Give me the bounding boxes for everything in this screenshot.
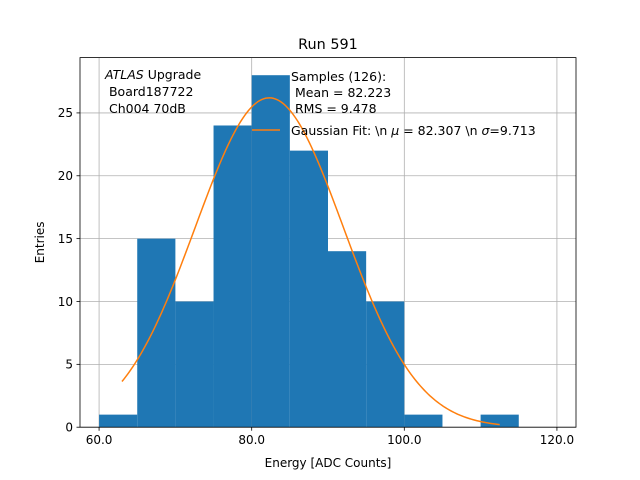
y-axis-ticks: 0 5 10 15 20 25 [58, 106, 80, 435]
histogram-bar [328, 251, 367, 428]
histogram-bars [99, 75, 519, 428]
y-tick-label: 0 [65, 421, 73, 435]
histogram-bar [404, 414, 443, 428]
x-axis-label: Energy [ADC Counts] [265, 456, 392, 470]
atlas-annotation: ATLAS Upgrade Board187722 Ch004 70dB [104, 67, 201, 116]
legend: Samples (126): Mean = 82.223 RMS = 9.478… [252, 69, 536, 138]
annotation-line-3: Ch004 70dB [105, 101, 186, 116]
x-tick-label: 100.0 [387, 433, 421, 447]
annotation-upgrade: Upgrade [144, 67, 202, 82]
histogram-bar [213, 125, 252, 428]
histogram-bar [99, 414, 138, 428]
annotation-line-2: Board187722 [105, 84, 193, 99]
y-tick-label: 5 [65, 358, 73, 372]
y-axis-label: Entries [33, 222, 47, 264]
histogram-bar [366, 301, 405, 428]
histogram-bar [480, 414, 519, 428]
legend-fit-sigma: σ [481, 123, 490, 138]
histogram-bar [251, 75, 290, 428]
x-tick-label: 60.0 [86, 433, 113, 447]
chart-title: Run 591 [298, 37, 358, 53]
x-axis-ticks: 60.0 80.0 100.0 120.0 [86, 427, 574, 447]
x-tick-label: 120.0 [540, 433, 574, 447]
x-tick-label: 80.0 [238, 433, 265, 447]
y-tick-label: 10 [58, 295, 73, 309]
y-tick-label: 15 [58, 232, 73, 246]
histogram-bar [289, 150, 328, 428]
legend-fit-label: Gaussian Fit: \n μ = 82.307 \n σ=9.713 [291, 123, 536, 138]
annotation-atlas: ATLAS [104, 67, 144, 82]
legend-fit-part-2: = 82.307 \n [399, 123, 481, 138]
legend-samples-handle [252, 86, 280, 96]
legend-samples-rms: RMS = 9.478 [291, 101, 377, 116]
legend-fit-mu: μ [390, 123, 399, 138]
legend-samples-mean: Mean = 82.223 [291, 85, 391, 100]
gaussian-fit-curve [121, 97, 500, 426]
legend-samples-title: Samples (126): [291, 69, 386, 84]
histogram-bar [175, 301, 214, 428]
y-tick-label: 20 [58, 169, 73, 183]
plot-frame [79, 57, 577, 428]
annotation-line-1: ATLAS Upgrade [104, 67, 201, 82]
y-tick-label: 25 [58, 106, 73, 120]
legend-fit-part-3: =9.713 [489, 123, 535, 138]
histogram-bar [137, 238, 176, 428]
legend-fit-part-1: Gaussian Fit: \n [291, 123, 391, 138]
